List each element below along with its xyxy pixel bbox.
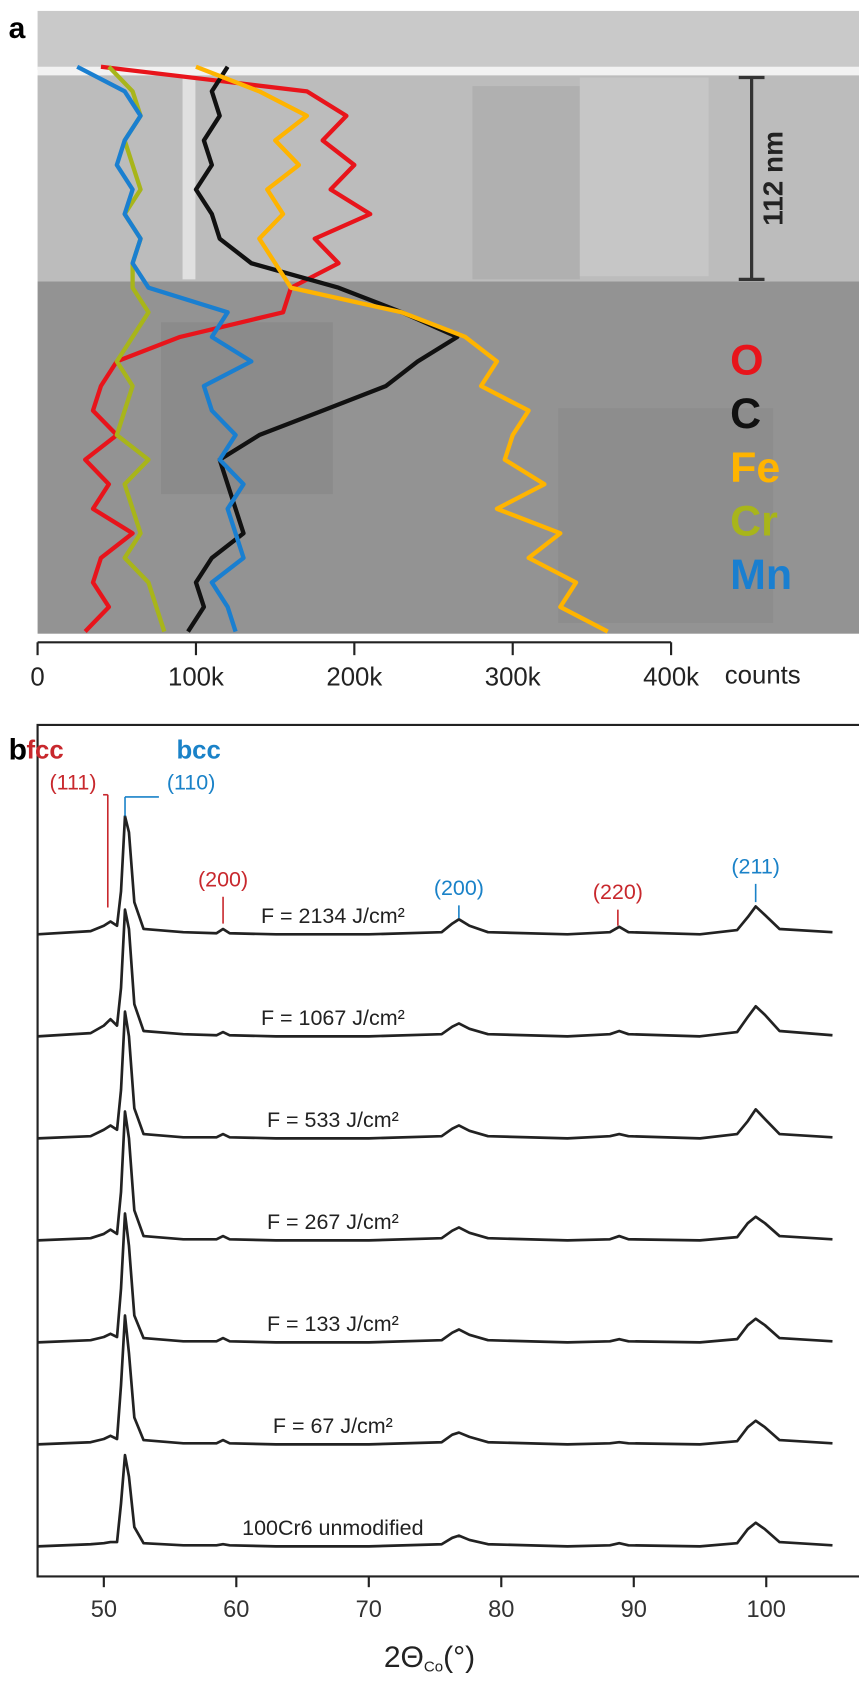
pattern-label: F = 2134 J/cm² bbox=[261, 904, 405, 928]
peak-label: (200) bbox=[198, 867, 248, 891]
legend-entry: Cr bbox=[730, 498, 778, 546]
x-axis-label: counts bbox=[725, 661, 801, 689]
x-tick-label: 200k bbox=[326, 664, 382, 692]
xrd-pattern bbox=[37, 814, 833, 936]
phase-label: fcc bbox=[26, 737, 63, 765]
x-tick-label: 50 bbox=[91, 1597, 117, 1623]
x-tick-label: 100 bbox=[747, 1597, 786, 1623]
xrd-pattern bbox=[37, 1212, 833, 1344]
plot-frame bbox=[36, 723, 859, 1578]
pattern-label: F = 267 J/cm² bbox=[267, 1210, 399, 1234]
xrd-pattern bbox=[37, 1010, 833, 1140]
panel-label: b bbox=[9, 734, 27, 767]
peak-label: (220) bbox=[593, 880, 643, 904]
profile-line bbox=[83, 64, 373, 634]
phase-label: bcc bbox=[176, 737, 220, 765]
profile-line bbox=[107, 65, 167, 633]
x-tick-label: 60 bbox=[223, 1597, 249, 1623]
pattern-label: F = 133 J/cm² bbox=[267, 1312, 399, 1336]
peak-label: (200) bbox=[434, 876, 484, 900]
scale-bar: 112 nm bbox=[738, 75, 789, 281]
tem-top bbox=[37, 10, 859, 70]
tem-surface bbox=[37, 66, 859, 76]
peak-label: (211) bbox=[731, 854, 780, 878]
x-label-main: 2Θ bbox=[384, 1641, 424, 1674]
x-tick-label: 0 bbox=[30, 664, 44, 692]
tem-grain bbox=[558, 408, 774, 623]
legend-entry: C bbox=[730, 390, 761, 438]
legend-entry: Fe bbox=[730, 444, 780, 492]
x-tick-label: 70 bbox=[356, 1597, 382, 1623]
profile-line bbox=[195, 64, 609, 634]
x-tick-label: 100k bbox=[168, 664, 224, 692]
pattern-label: 100Cr6 unmodified bbox=[242, 1516, 423, 1540]
xrd-pattern bbox=[37, 908, 833, 1038]
peak-label: (111) bbox=[50, 771, 97, 795]
scale-bar-label: 112 nm bbox=[758, 131, 789, 226]
x-tick-label: 400k bbox=[643, 664, 699, 692]
tem-grain bbox=[182, 77, 196, 280]
tem-grain bbox=[579, 77, 709, 277]
tem-image bbox=[37, 10, 859, 634]
x-axis-label: 2ΘCo(°) bbox=[384, 1641, 475, 1676]
xrd-pattern bbox=[37, 1110, 833, 1242]
xrd-pattern bbox=[37, 1314, 833, 1446]
legend-entry: Mn bbox=[730, 551, 792, 599]
pattern-label: F = 67 J/cm² bbox=[273, 1414, 393, 1438]
pattern-label: F = 533 J/cm² bbox=[267, 1108, 399, 1132]
tem-grain bbox=[472, 86, 580, 280]
x-tick-label: 300k bbox=[485, 664, 541, 692]
xrd-pattern bbox=[37, 1453, 833, 1548]
tem-layer bbox=[37, 75, 859, 282]
peak-label: (110) bbox=[167, 771, 216, 795]
tem-grain bbox=[161, 322, 333, 495]
profile-line bbox=[76, 64, 254, 633]
legend-entry: O bbox=[730, 336, 763, 384]
x-label-unit: (°) bbox=[443, 1641, 475, 1674]
pattern-label: F = 1067 J/cm² bbox=[261, 1006, 405, 1030]
panel-label: a bbox=[9, 12, 26, 45]
x-tick-label: 90 bbox=[621, 1597, 647, 1623]
x-label-sub: Co bbox=[424, 1659, 443, 1676]
x-tick-label: 80 bbox=[488, 1597, 514, 1623]
